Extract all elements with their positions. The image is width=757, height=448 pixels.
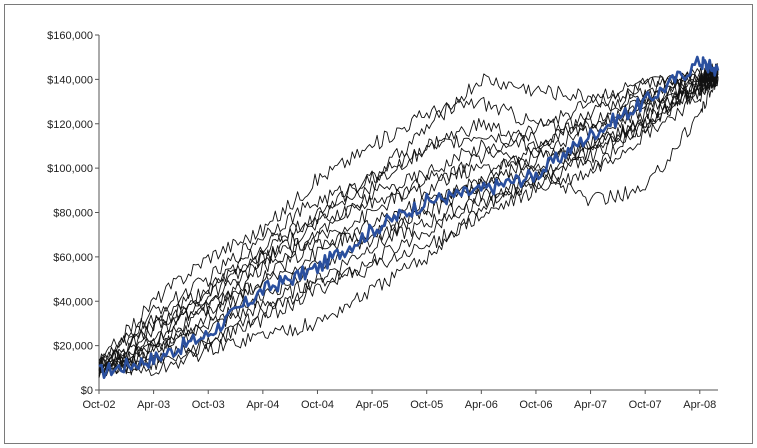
x-axis: Oct-02 Apr-03 Oct-03 Apr-04 Oct-04 Apr-05 Oct-… <box>82 389 718 411</box>
y-tick-label: $140,000 <box>47 74 93 86</box>
y-tick-label: $60,000 <box>53 252 93 264</box>
series-line <box>98 77 719 377</box>
x-tick-label: Apr-04 <box>246 399 279 411</box>
x-tick-label: Oct-06 <box>519 399 552 411</box>
y-tick-label: $80,000 <box>53 208 93 220</box>
series-line <box>98 76 719 372</box>
y-tick-label: $40,000 <box>53 296 93 308</box>
y-axis: $0 $20,000 $40,000 $60,000 $80,000 $100,000 $1… <box>47 30 100 397</box>
series-line-highlight <box>98 55 720 379</box>
y-tick-label: $120,000 <box>47 119 93 131</box>
series-line <box>98 68 719 363</box>
x-tick-label: Apr-03 <box>137 399 170 411</box>
x-tick-label: Apr-05 <box>356 399 389 411</box>
x-tick-label: Oct-03 <box>192 399 225 411</box>
chart-frame <box>4 4 753 444</box>
y-tick-label: $20,000 <box>53 341 93 353</box>
series-line <box>98 74 719 378</box>
series-line <box>98 74 719 377</box>
y-tick-label: $0 <box>81 385 93 397</box>
series-group <box>98 55 720 379</box>
x-tick-label: Oct-05 <box>410 399 443 411</box>
y-tick-label: $160,000 <box>47 30 93 42</box>
series-line <box>98 66 719 374</box>
series-line <box>98 73 719 375</box>
y-tick-label: $100,000 <box>47 163 93 175</box>
series-line <box>98 67 719 374</box>
x-tick-label: Apr-08 <box>683 399 716 411</box>
x-tick-label: Oct-02 <box>82 399 115 411</box>
x-tick-label: Oct-07 <box>629 399 662 411</box>
x-tick-label: Oct-04 <box>301 399 334 411</box>
x-tick-label: Apr-07 <box>574 399 607 411</box>
x-tick-label: Apr-06 <box>465 399 498 411</box>
